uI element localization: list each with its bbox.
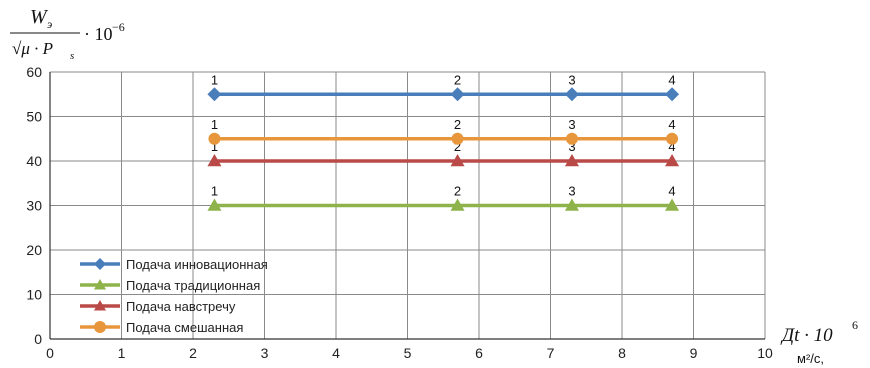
x-tick-label: 0 <box>46 345 54 361</box>
point-label: 4 <box>668 139 675 154</box>
x-label-unit: м²/с, <box>797 351 824 366</box>
x-tick-label: 6 <box>475 345 483 361</box>
series: 1 2 3 4 <box>208 117 679 145</box>
x-tick-label: 10 <box>757 345 773 361</box>
series-marker <box>564 198 579 211</box>
series-marker <box>451 132 464 145</box>
series-marker <box>207 87 222 102</box>
y-tick-labels: 0 10 20 30 40 50 60 <box>26 64 42 347</box>
point-label: 4 <box>668 72 675 87</box>
x-tick-label: 5 <box>404 345 412 361</box>
legend-label: Подача традиционная <box>126 278 260 293</box>
point-label: 3 <box>568 184 575 199</box>
series-marker <box>564 154 579 167</box>
x-tick-label: 7 <box>547 345 555 361</box>
series-marker <box>665 154 680 167</box>
point-label: 1 <box>211 72 218 87</box>
y-label-factor-exp: −6 <box>112 20 125 34</box>
y-label-denominator: √μ · P <box>12 39 53 58</box>
series-marker <box>665 87 680 102</box>
series-marker <box>207 154 222 167</box>
point-label: 1 <box>211 139 218 154</box>
y-label-numerator-sub: э <box>47 17 52 31</box>
legend-label: Подача инновационная <box>126 257 268 272</box>
y-tick-label: 20 <box>26 242 42 258</box>
series-marker <box>94 279 106 290</box>
series-marker <box>666 132 679 145</box>
point-label: 3 <box>568 117 575 132</box>
x-tick-label: 1 <box>118 345 126 361</box>
legend-item: Подача инновационная <box>80 257 268 272</box>
x-tick-label: 8 <box>618 345 626 361</box>
series-marker <box>565 132 578 145</box>
x-tick-labels: 0 1 2 3 4 5 6 7 8 9 10 <box>46 345 773 361</box>
y-tick-label: 10 <box>26 287 42 303</box>
series: 1 2 3 4 <box>207 72 680 102</box>
x-label-main: Дt · 10 <box>780 325 833 346</box>
series-marker <box>450 198 465 211</box>
series-marker <box>207 198 222 211</box>
legend-item: Подача навстречу <box>80 299 236 314</box>
series: 1 2 3 4 <box>207 184 680 211</box>
y-axis-label: W э √μ · P s · 10 −6 <box>10 6 125 62</box>
point-label: 3 <box>568 72 575 87</box>
y-tick-label: 60 <box>26 64 42 80</box>
x-tick-label: 3 <box>261 345 269 361</box>
series: 1 2 3 4 <box>207 139 680 167</box>
series-marker <box>450 154 465 167</box>
legend-label: Подача смешанная <box>126 320 243 335</box>
series-marker <box>94 258 106 270</box>
series-marker <box>94 321 106 333</box>
axes <box>49 72 765 340</box>
point-label: 2 <box>454 184 461 199</box>
x-tick-label: 2 <box>189 345 197 361</box>
y-tick-label: 40 <box>26 153 42 169</box>
point-label: 2 <box>454 139 461 154</box>
series-marker <box>208 132 221 145</box>
x-tick-label: 9 <box>690 345 698 361</box>
x-tick-label: 4 <box>332 345 340 361</box>
x-axis-label: Дt · 10 6 м²/с, <box>780 318 858 366</box>
x-label-exp: 6 <box>852 318 858 332</box>
point-label: 1 <box>211 184 218 199</box>
y-label-factor: · 10 <box>84 24 113 44</box>
point-label: 3 <box>568 139 575 154</box>
series-marker <box>450 87 465 102</box>
point-label: 1 <box>211 117 218 132</box>
y-tick-label: 50 <box>26 109 42 125</box>
series-marker <box>564 87 579 102</box>
y-label-numerator: W <box>30 6 49 28</box>
legend-item: Подача смешанная <box>80 320 243 335</box>
series-marker <box>94 300 106 311</box>
y-tick-label: 30 <box>26 198 42 214</box>
legend-item: Подача традиционная <box>80 278 260 293</box>
point-label: 2 <box>454 117 461 132</box>
y-label-denominator-sub: s <box>70 50 74 62</box>
y-tick-label: 0 <box>34 331 42 347</box>
series-marker <box>665 198 680 211</box>
legend: Подача инновационная Подача традиционная П… <box>80 257 268 335</box>
point-label: 4 <box>668 184 675 199</box>
point-label: 4 <box>668 117 675 132</box>
series-group: 1 2 3 4 1 2 3 4 1 2 3 4 1 2 3 4 <box>207 72 680 211</box>
legend-label: Подача навстречу <box>126 299 236 314</box>
point-label: 2 <box>454 72 461 87</box>
